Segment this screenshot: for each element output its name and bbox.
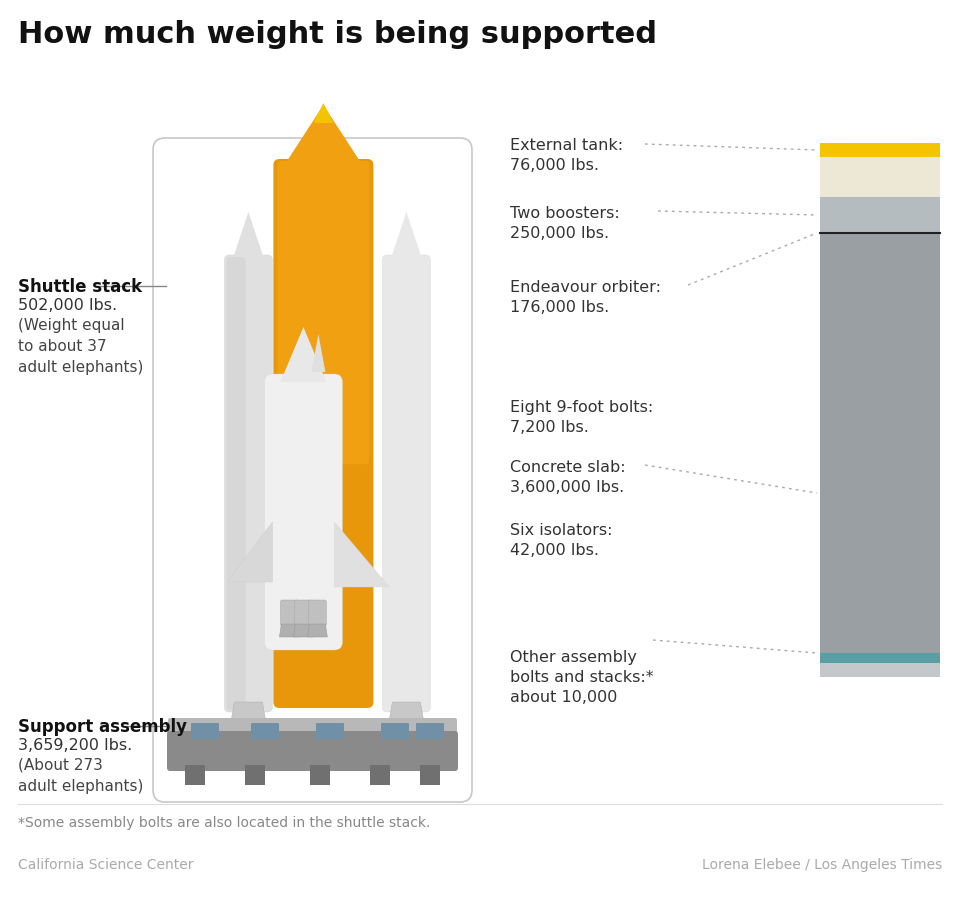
FancyBboxPatch shape [316,723,344,739]
FancyBboxPatch shape [295,600,312,626]
Bar [310,765,330,785]
Polygon shape [228,522,273,582]
Text: Shuttle stack: Shuttle stack [18,278,142,296]
FancyBboxPatch shape [308,600,326,626]
FancyBboxPatch shape [280,600,299,626]
Text: How much weight is being supported: How much weight is being supported [18,20,657,49]
Text: Support assembly: Support assembly [18,718,187,736]
Polygon shape [279,624,300,637]
Text: (Weight equal
to about 37
adult elephants): (Weight equal to about 37 adult elephant… [18,318,143,375]
Polygon shape [311,334,325,372]
FancyBboxPatch shape [382,255,430,712]
Polygon shape [230,702,266,725]
Text: Six isolators:
42,000 lbs.: Six isolators: 42,000 lbs. [510,523,612,558]
Polygon shape [232,212,264,260]
FancyBboxPatch shape [251,723,279,739]
Text: External tank:
76,000 lbs.: External tank: 76,000 lbs. [510,138,623,172]
Bar [820,663,940,677]
Polygon shape [389,702,424,725]
Polygon shape [334,522,390,587]
FancyBboxPatch shape [416,723,444,739]
Bar [245,765,265,785]
Bar [820,143,940,157]
Polygon shape [294,624,313,637]
Polygon shape [391,212,422,260]
FancyBboxPatch shape [274,159,373,708]
Text: 502,000 lbs.: 502,000 lbs. [18,298,117,313]
Bar [420,765,440,785]
Text: Eight 9-foot bolts:
7,200 lbs.: Eight 9-foot bolts: 7,200 lbs. [510,400,653,435]
FancyBboxPatch shape [277,161,370,464]
FancyBboxPatch shape [168,718,457,740]
Text: Endeavour orbiter:
176,000 lbs.: Endeavour orbiter: 176,000 lbs. [510,280,661,315]
Text: 3,659,200 lbs.: 3,659,200 lbs. [18,738,132,753]
Text: Two boosters:
250,000 lbs.: Two boosters: 250,000 lbs. [510,206,620,241]
Bar [370,765,390,785]
FancyBboxPatch shape [264,374,343,650]
FancyBboxPatch shape [191,723,219,739]
Text: Concrete slab:
3,600,000 lbs.: Concrete slab: 3,600,000 lbs. [510,460,626,495]
Bar [820,233,940,653]
Bar [820,197,940,233]
FancyBboxPatch shape [381,723,409,739]
Text: *Some assembly bolts are also located in the shuttle stack.: *Some assembly bolts are also located in… [18,816,430,830]
Bar [185,765,205,785]
Bar [820,157,940,197]
Text: Lorena Elebee / Los Angeles Times: Lorena Elebee / Los Angeles Times [702,858,942,872]
Text: California Science Center: California Science Center [18,858,194,872]
FancyBboxPatch shape [225,255,273,712]
Bar [420,765,440,785]
FancyBboxPatch shape [227,257,246,710]
Polygon shape [307,624,327,637]
Text: Other assembly
bolts and stacks:*
about 10,000: Other assembly bolts and stacks:* about … [510,650,654,705]
Polygon shape [313,103,333,123]
FancyBboxPatch shape [167,731,458,771]
FancyBboxPatch shape [153,138,472,802]
Text: (About 273
adult elephants): (About 273 adult elephants) [18,758,143,794]
Bar [820,653,940,663]
Polygon shape [280,327,326,382]
Polygon shape [284,105,362,165]
